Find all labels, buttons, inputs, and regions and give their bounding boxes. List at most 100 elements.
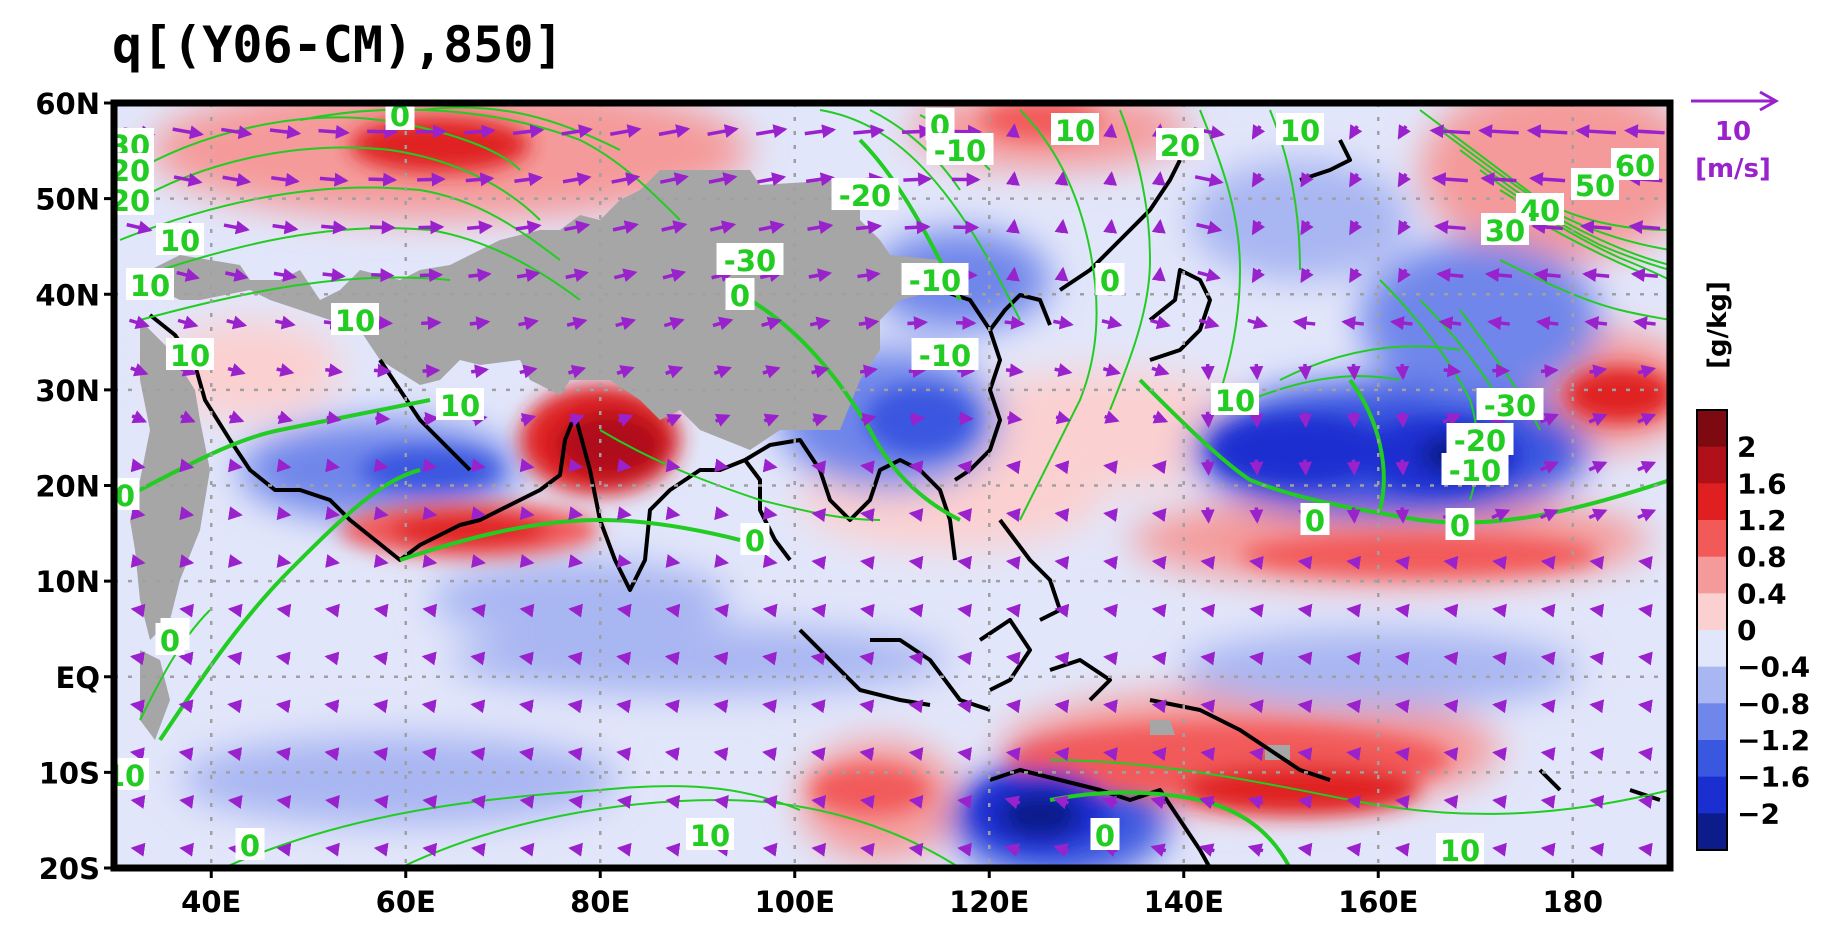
wind-vector	[172, 125, 204, 140]
wind-vector	[957, 699, 973, 714]
wind-vector	[714, 794, 729, 809]
wind-vector	[1103, 171, 1118, 186]
wind-vector	[130, 363, 149, 377]
wind-vector	[957, 603, 973, 618]
wind-vector	[809, 316, 831, 331]
wind-vector	[1526, 124, 1568, 139]
wind-vector	[275, 651, 291, 666]
wind-vector	[859, 364, 878, 379]
wind-vector	[1054, 460, 1070, 475]
wind-vector	[1637, 460, 1657, 474]
contour-label: 10	[1280, 114, 1320, 148]
wind-vector	[1346, 555, 1362, 570]
wind-vector	[275, 747, 291, 762]
wind-vector	[665, 794, 681, 809]
wind-vector	[1198, 315, 1220, 330]
contour-label: 10	[160, 224, 200, 258]
contour-labels: 03020201010101010001000-10-20-30-10-1002…	[114, 103, 1659, 868]
wind-vector	[761, 316, 783, 331]
contour-label: 10	[690, 819, 730, 853]
wind-vector	[1540, 699, 1556, 714]
contour-label: -20	[839, 179, 891, 213]
wind-vector	[665, 365, 684, 379]
wind-vector	[178, 747, 194, 762]
contour-label: 0	[115, 479, 135, 513]
wind-vector	[173, 173, 203, 187]
contour-label: 0	[240, 829, 260, 863]
wind-vector	[908, 651, 924, 666]
wind-vector	[613, 268, 638, 283]
wind-vector	[1397, 219, 1411, 236]
wind-vector	[908, 460, 924, 475]
contour-label-bg	[114, 153, 154, 185]
wind-vector	[1150, 795, 1167, 810]
wind-vector	[908, 508, 924, 522]
wind-vector	[957, 747, 973, 762]
colorbar-swatch	[1697, 630, 1727, 668]
wind-vector	[1395, 507, 1410, 524]
wind-vector	[1251, 219, 1266, 236]
wind-vector	[1443, 555, 1459, 570]
wind-vector	[1637, 747, 1653, 762]
lon-label: 120E	[949, 885, 1029, 919]
contour-label-bg	[1441, 453, 1509, 485]
wind-vector	[373, 651, 388, 666]
wind-vector	[1200, 651, 1216, 666]
wind-vector	[1589, 555, 1605, 570]
wind-vector	[470, 651, 486, 666]
wind-vector	[1101, 315, 1123, 330]
wind-vector	[811, 555, 827, 570]
wind-vector	[561, 124, 593, 139]
wind-vector	[1196, 220, 1223, 235]
wind-vector	[1300, 267, 1314, 284]
wind-vector	[1429, 124, 1471, 139]
lon-label: 160E	[1338, 885, 1418, 919]
wind-vector	[1005, 266, 1020, 282]
wind-vector	[227, 651, 243, 666]
wind-vector	[422, 506, 438, 521]
wind-vector	[1395, 459, 1410, 476]
colorbar-tick-label: −0.8	[1737, 687, 1810, 720]
map-title: q[(Y06-CM),850]	[112, 16, 564, 74]
lat-label: EQ	[56, 661, 100, 695]
wind-vector	[368, 172, 398, 187]
wind-vector	[1492, 651, 1507, 666]
contour-label-bg	[126, 268, 174, 300]
colorbar-swatch	[1697, 520, 1727, 558]
wind-vector	[908, 747, 924, 762]
wind-vector	[519, 554, 535, 568]
wind-vector	[275, 699, 291, 714]
wind-vector	[373, 842, 389, 857]
contour-label: -10	[909, 264, 961, 298]
wind-vector	[1630, 268, 1658, 283]
wind-vector	[859, 842, 875, 857]
wind-vector	[616, 506, 632, 521]
wind-vector	[1484, 268, 1513, 283]
wind-vector	[908, 364, 927, 379]
wind-vector	[762, 603, 778, 618]
wind-vector	[1247, 795, 1264, 810]
wind-vector	[1054, 266, 1069, 282]
wind-vector	[616, 794, 632, 809]
wind-vector	[126, 220, 153, 235]
wind-vector	[1103, 555, 1118, 570]
wind-vector	[1540, 555, 1556, 570]
wind-vector	[762, 651, 777, 666]
wind-vector	[179, 554, 195, 568]
wind-vector	[269, 125, 302, 140]
wind-vector	[569, 413, 585, 427]
wind-vector	[1297, 651, 1313, 666]
colorbar-tick-label: 0.8	[1737, 541, 1787, 574]
wind-vector	[666, 413, 682, 427]
wind-vector	[1394, 699, 1410, 714]
wind-vector	[1492, 842, 1507, 857]
wind-vector	[762, 554, 778, 568]
wind-vector	[908, 794, 924, 809]
wind-vector	[519, 794, 535, 809]
wind-vector	[129, 747, 145, 762]
contour-label-bg	[831, 178, 899, 210]
wind-vector	[1298, 459, 1313, 476]
lat-label: 20S	[39, 852, 100, 886]
wind-vector	[762, 506, 778, 521]
wind-vector	[223, 220, 250, 235]
